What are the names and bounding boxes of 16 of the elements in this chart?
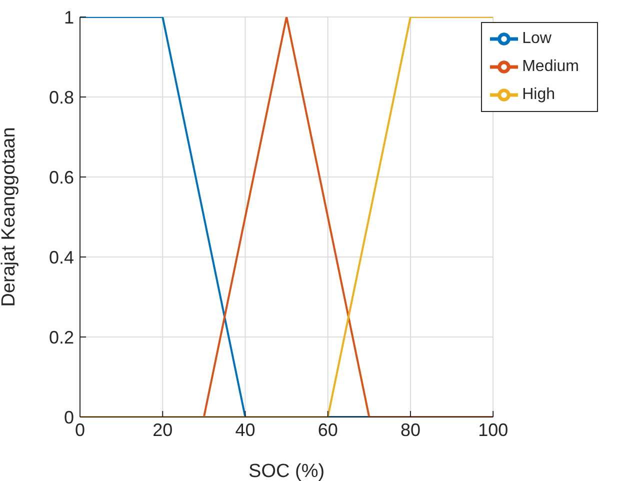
legend-label: Medium — [522, 58, 579, 76]
y-tick-label: 0.4 — [48, 247, 74, 268]
x-tick-label: 60 — [318, 420, 338, 440]
x-tick-label: 40 — [235, 420, 256, 440]
y-tick-label: 0.6 — [48, 167, 74, 188]
y-tick-label: 1 — [64, 7, 74, 28]
y-tick-label: 0.8 — [48, 87, 74, 108]
x-tick-label: 80 — [400, 420, 420, 440]
legend-label: Low — [522, 30, 552, 48]
y-tick-label: 0 — [64, 407, 74, 428]
y-tick-label: 0.2 — [48, 327, 74, 348]
x-tick-label: 20 — [152, 420, 173, 440]
x-tick-label: 100 — [478, 420, 508, 440]
x-axis-title: SOC (%) — [248, 461, 325, 481]
legend-label: High — [522, 86, 555, 104]
y-axis-title: Derajat Keanggotaan — [0, 127, 20, 307]
